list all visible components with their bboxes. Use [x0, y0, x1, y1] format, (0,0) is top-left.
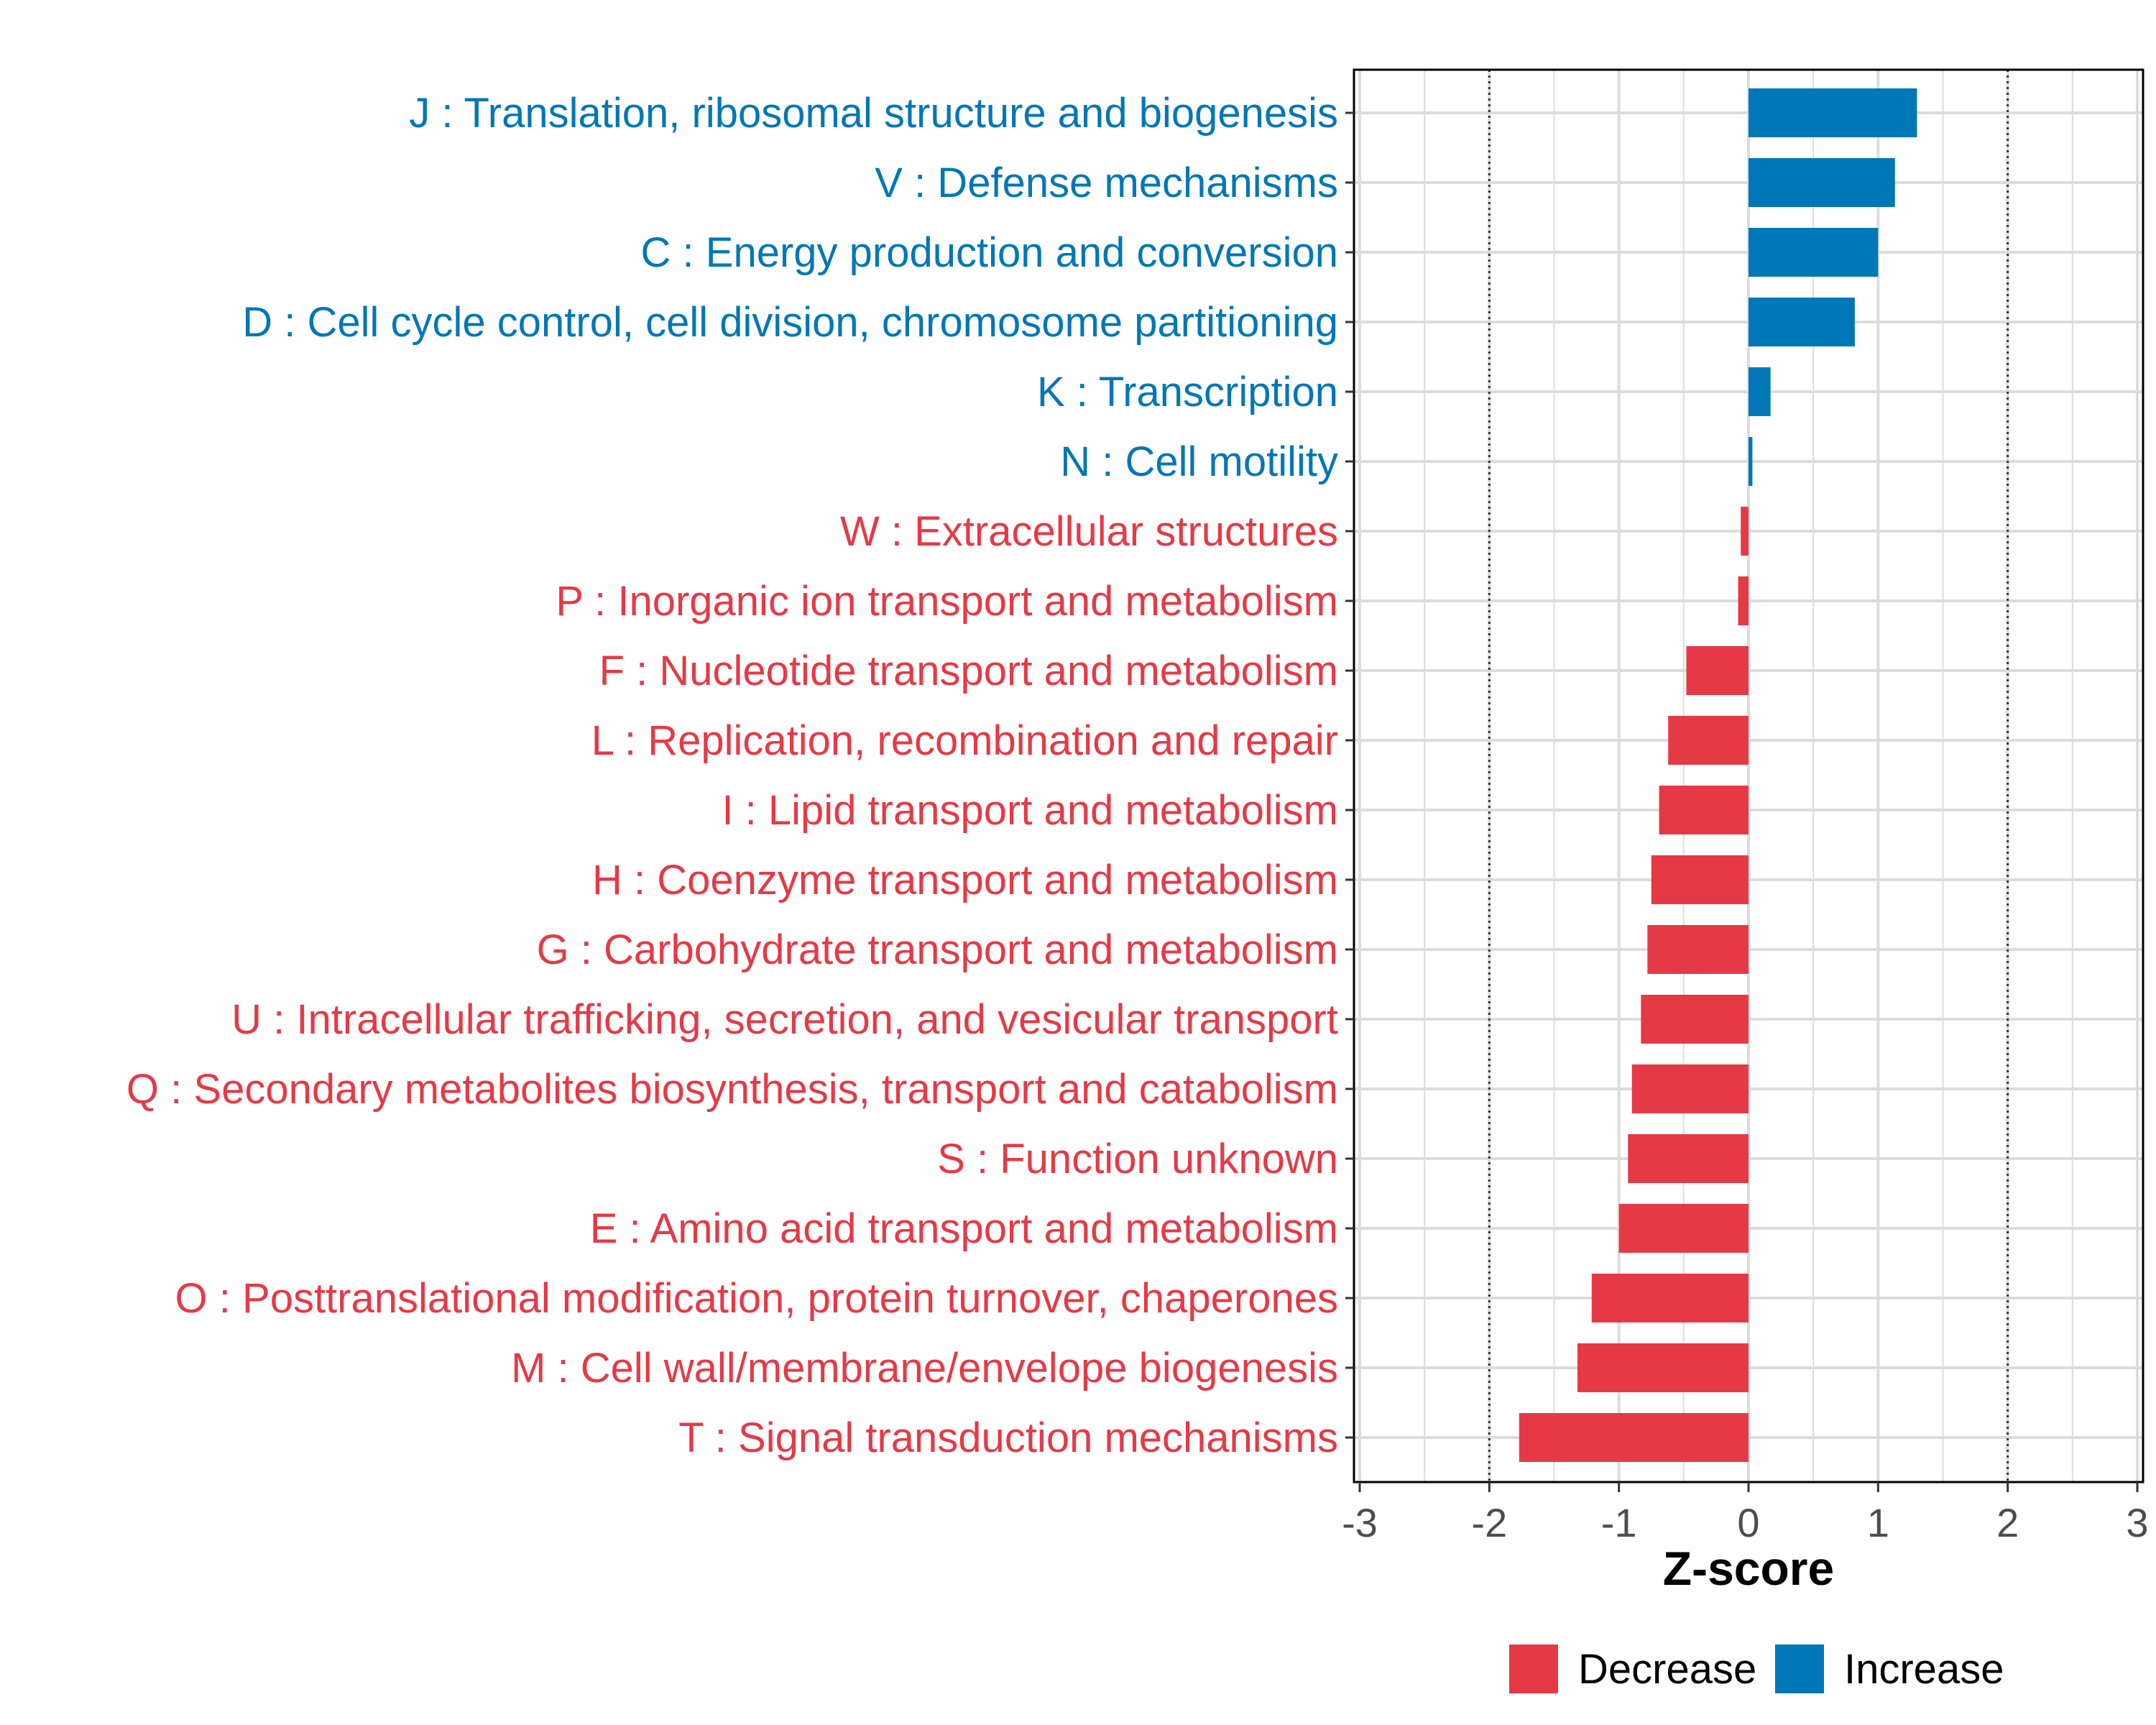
category-label: N : Cell motility — [1060, 438, 1338, 485]
category-label: O : Posttranslational modification, prot… — [175, 1275, 1338, 1322]
x-tick-label: -3 — [1342, 1500, 1378, 1545]
category-label: V : Defense mechanisms — [875, 160, 1338, 206]
category-label: S : Function unknown — [937, 1136, 1338, 1182]
category-label: D : Cell cycle control, cell division, c… — [242, 299, 1338, 346]
bar — [1668, 716, 1749, 765]
category-label: C : Energy production and conversion — [641, 229, 1338, 276]
grid — [1354, 70, 2143, 1482]
category-label: T : Signal transduction mechanisms — [678, 1414, 1338, 1461]
x-tick-label: -1 — [1601, 1500, 1637, 1545]
bar — [1749, 437, 1753, 486]
bar — [1519, 1413, 1749, 1462]
bar — [1686, 646, 1749, 695]
bar — [1659, 786, 1749, 834]
bar — [1631, 1064, 1749, 1113]
category-label: J : Translation, ribosomal structure and… — [409, 90, 1338, 137]
bar — [1577, 1343, 1749, 1392]
bar — [1749, 88, 1917, 137]
bar — [1628, 1134, 1749, 1183]
x-tick-label: -2 — [1471, 1500, 1507, 1545]
category-label: I : Lipid transport and metabolism — [722, 787, 1338, 834]
x-tick-label: 1 — [1867, 1500, 1889, 1545]
y-axis-ticks — [1345, 111, 1354, 1439]
category-label: G : Carbohydrate transport and metabolis… — [537, 926, 1338, 973]
x-axis: -3 -2 -1 0 1 2 3 — [1342, 1482, 2149, 1545]
category-label: F : Nucleotide transport and metabolism — [599, 648, 1338, 694]
x-tick-label: 0 — [1737, 1500, 1759, 1545]
bar — [1749, 158, 1895, 207]
category-label: K : Transcription — [1037, 369, 1338, 415]
legend-label: Increase — [1844, 1646, 2004, 1693]
category-label: E : Amino acid transport and metabolism — [590, 1205, 1338, 1252]
bar — [1641, 995, 1749, 1044]
category-label: W : Extracellular structures — [840, 508, 1338, 555]
bar — [1651, 855, 1749, 904]
category-label: M : Cell wall/membrane/envelope biogenes… — [511, 1345, 1338, 1392]
bar — [1591, 1274, 1749, 1322]
category-labels: J : Translation, ribosomal structure and… — [126, 90, 1338, 1461]
category-label: Q : Secondary metabolites biosynthesis, … — [126, 1066, 1338, 1113]
bar — [1741, 507, 1749, 556]
bar — [1749, 228, 1879, 277]
bar — [1738, 576, 1749, 625]
legend-label: Decrease — [1578, 1646, 1756, 1693]
category-label: P : Inorganic ion transport and metaboli… — [556, 578, 1338, 625]
legend-key — [1509, 1644, 1558, 1693]
x-tick-label: 3 — [2126, 1500, 2148, 1545]
bar — [1749, 298, 1855, 346]
x-tick-label: 2 — [1996, 1500, 2019, 1545]
bar — [1749, 367, 1771, 416]
category-label: L : Replication, recombination and repai… — [591, 717, 1338, 764]
bar — [1618, 1204, 1749, 1253]
category-label: U : Intracellular trafficking, secretion… — [231, 996, 1338, 1043]
legend: Decrease Increase — [1509, 1644, 2004, 1693]
legend-key — [1775, 1644, 1824, 1693]
bar — [1647, 925, 1749, 974]
x-axis-title: Z-score — [1663, 1542, 1834, 1595]
category-label: H : Coenzyme transport and metabolism — [592, 857, 1338, 903]
bars — [1519, 88, 1917, 1462]
